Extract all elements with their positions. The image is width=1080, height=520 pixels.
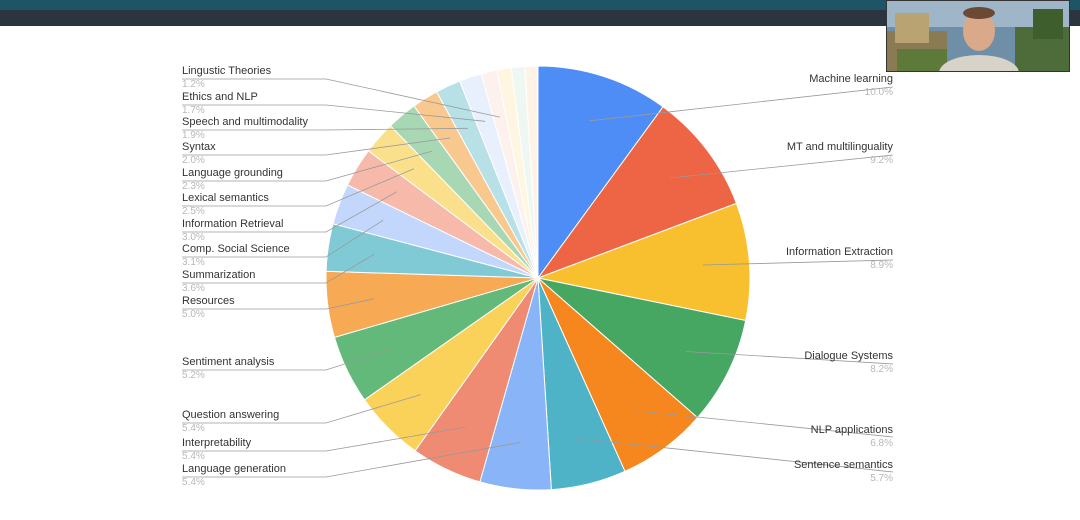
leader-line-0: [589, 86, 894, 122]
leader-line-19: [182, 78, 500, 118]
slice-percent-3: 8.2%: [870, 364, 893, 375]
slice-label-12: Comp. Social Science: [182, 243, 290, 255]
slice-percent-9: 5.2%: [182, 370, 205, 381]
leader-line-6: [182, 442, 521, 478]
slice-label-3: Dialogue Systems: [804, 350, 893, 362]
slice-percent-18: 1.7%: [182, 105, 205, 116]
slice-percent-10: 5.0%: [182, 309, 205, 320]
leader-line-11: [182, 253, 375, 284]
slice-percent-15: 2.3%: [182, 181, 205, 192]
leader-line-12: [182, 219, 384, 258]
slice-label-16: Syntax: [182, 141, 216, 153]
leader-line-9: [182, 349, 390, 371]
pie-slice-2: [536, 202, 751, 322]
presenter-video-icon: [887, 1, 1069, 71]
leader-line-4: [636, 410, 894, 438]
leader-lines: [182, 78, 894, 478]
slice-percent-6: 5.4%: [182, 477, 205, 488]
slice-percent-13: 3.0%: [182, 232, 205, 243]
leader-line-16: [182, 137, 451, 156]
slice-percent-19: 1.2%: [182, 79, 205, 90]
leader-line-18: [182, 104, 486, 122]
pie-slice-1: [536, 106, 738, 280]
slice-label-2: Information Extraction: [786, 246, 893, 258]
slice-percent-17: 1.9%: [182, 130, 205, 141]
leader-line-13: [182, 191, 398, 233]
slice-label-14: Lexical semantics: [182, 192, 269, 204]
slice-percent-8: 5.4%: [182, 423, 205, 434]
leader-line-5: [577, 438, 894, 473]
pie-slice-22: [524, 65, 539, 279]
slice-percent-5: 5.7%: [870, 473, 893, 484]
leader-line-15: [182, 150, 432, 182]
slice-percent-14: 2.5%: [182, 206, 205, 217]
slice-label-0: Machine learning: [809, 73, 893, 85]
slice-percent-2: 8.9%: [870, 260, 893, 271]
slice-label-15: Language grounding: [182, 167, 283, 179]
slice-label-10: Resources: [182, 295, 235, 307]
slice-percent-1: 9.2%: [870, 155, 893, 166]
slice-label-13: Information Retrieval: [182, 218, 284, 230]
slice-percent-11: 3.6%: [182, 283, 205, 294]
slide-top-bar-shadow: [0, 10, 1080, 26]
slice-labels: Machine learning 10.0% MT and multilingual…: [182, 65, 893, 488]
leader-line-8: [182, 394, 421, 424]
slice-label-9: Sentiment analysis: [182, 356, 275, 368]
slice-percent-7: 5.4%: [182, 451, 205, 462]
leader-line-17: [182, 127, 468, 131]
slice-label-11: Summarization: [182, 269, 255, 281]
presenter-webcam: [886, 0, 1070, 72]
slice-percent-16: 2.0%: [182, 155, 205, 166]
leader-line-2: [702, 259, 894, 266]
pie-slice-0: [537, 65, 664, 280]
slice-label-8: Question answering: [182, 409, 279, 421]
leader-line-3: [686, 351, 894, 365]
slice-label-5: Sentence semantics: [794, 459, 894, 471]
slice-label-17: Speech and multimodality: [182, 116, 308, 128]
slice-percent-4: 6.8%: [870, 438, 893, 449]
leader-line-1: [669, 154, 894, 179]
slice-label-19: Lingustic Theories: [182, 65, 272, 77]
slice-label-4: NLP applications: [811, 424, 894, 436]
slice-label-1: MT and multilinguality: [787, 141, 894, 153]
leader-line-14: [182, 168, 415, 207]
slice-percent-12: 3.1%: [182, 257, 205, 268]
slice-label-7: Interpretability: [182, 437, 252, 449]
leader-line-7: [182, 426, 467, 452]
leader-line-10: [182, 298, 375, 310]
pie-slice-3: [536, 277, 747, 419]
slice-percent-0: 10.0%: [865, 87, 893, 98]
slice-label-6: Language generation: [182, 463, 286, 475]
slice-label-18: Ethics and NLP: [182, 91, 258, 103]
